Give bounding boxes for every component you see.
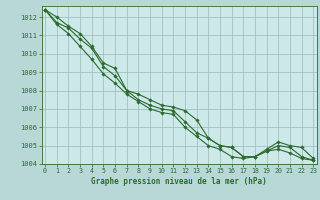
X-axis label: Graphe pression niveau de la mer (hPa): Graphe pression niveau de la mer (hPa) [91,177,267,186]
